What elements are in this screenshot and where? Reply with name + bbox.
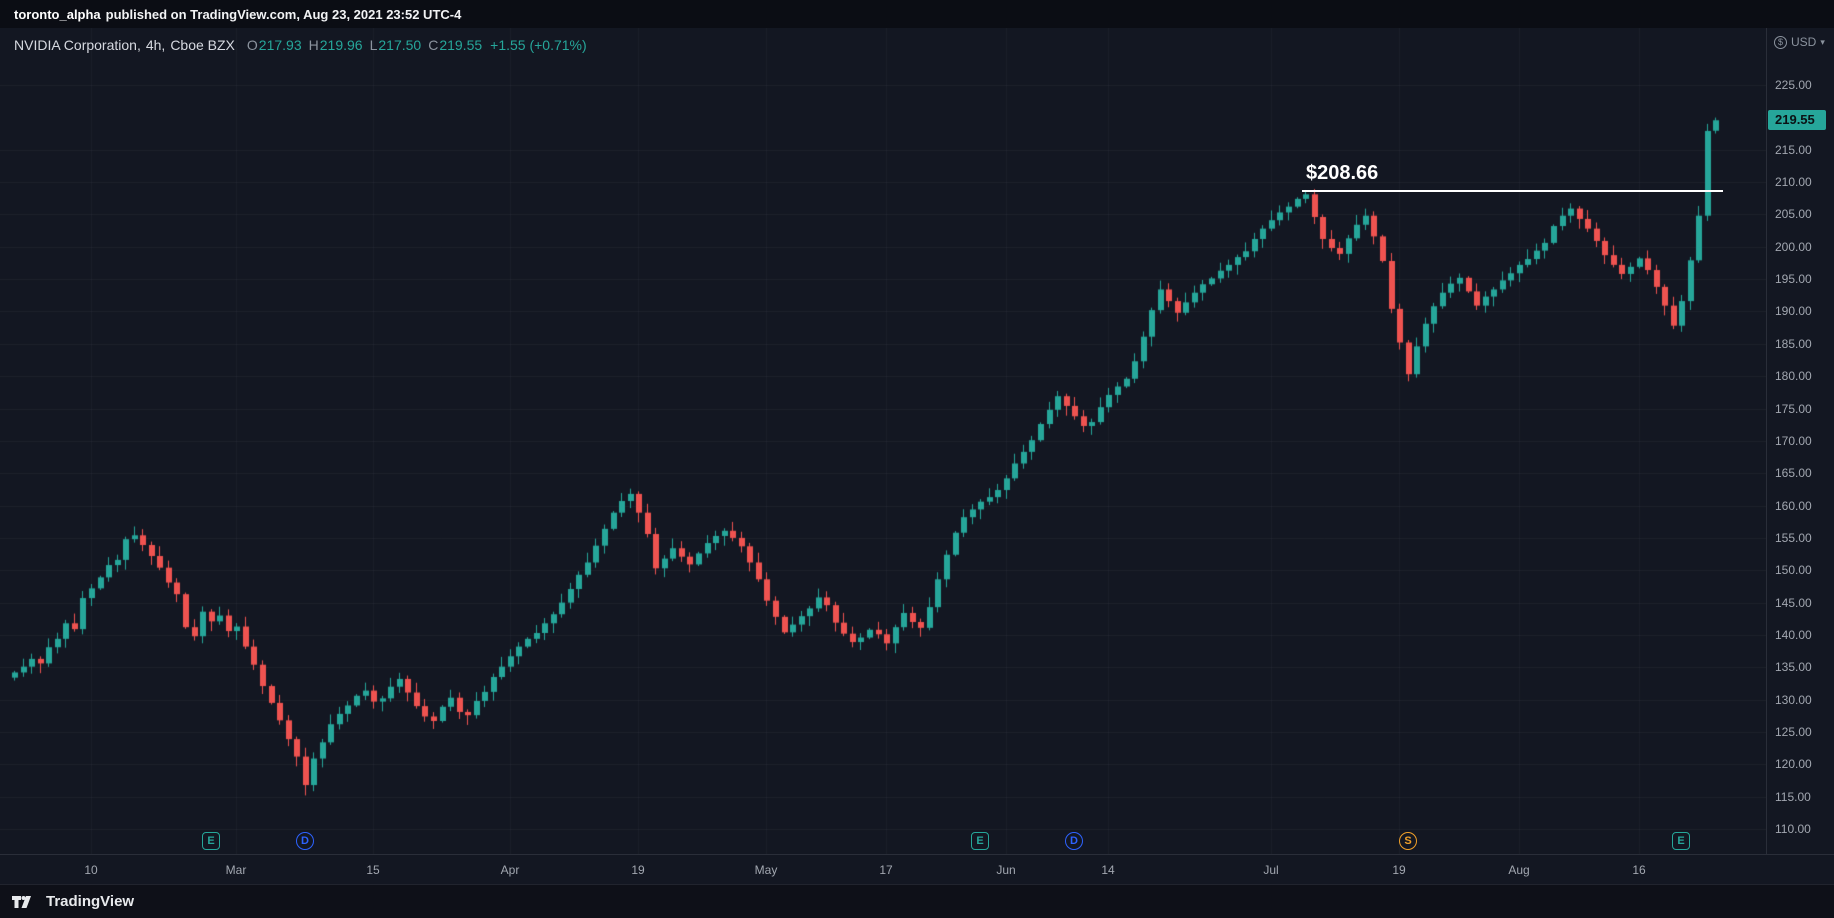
tradingview-wordmark[interactable]: TradingView (46, 893, 135, 910)
exchange-label: Cboe BZX (170, 37, 235, 53)
price-tick: 185.00 (1775, 336, 1812, 351)
tradingview-logo-icon[interactable] (12, 893, 38, 911)
price-annotation-label[interactable]: $208.66 (1306, 162, 1379, 184)
price-tick: 215.00 (1775, 142, 1812, 157)
currency-unit: $ USD ▾ (1774, 35, 1825, 49)
ohlc-value: 217.50 (378, 37, 422, 53)
price-tick: 120.00 (1775, 757, 1812, 772)
time-tick: 19 (1392, 863, 1406, 877)
price-tick: 145.00 (1775, 595, 1812, 610)
ohlc-value: 217.93 (258, 37, 302, 53)
price-tick: 155.00 (1775, 530, 1812, 545)
price-tick: 115.00 (1775, 789, 1811, 804)
horizontal-line-drawing[interactable] (1302, 190, 1723, 192)
ohlc-pair: O217.93 (247, 37, 302, 53)
ohlc-letter: O (246, 37, 258, 53)
chart-area: NVIDIA Corporation, 4h, Cboe BZX O217.93… (0, 28, 1834, 884)
time-tick: 16 (1632, 863, 1646, 877)
time-tick: 10 (84, 863, 98, 877)
ohlc-letter: C (428, 37, 439, 53)
price-tick: 140.00 (1775, 627, 1812, 642)
symbol-title: NVIDIA Corporation, (14, 37, 141, 53)
earnings-icon[interactable]: E (1672, 832, 1690, 850)
price-tick: 210.00 (1775, 175, 1812, 190)
split-icon[interactable]: S (1399, 832, 1417, 850)
price-tick: 150.00 (1775, 563, 1812, 578)
earnings-icon[interactable]: E (202, 832, 220, 850)
time-tick: Apr (500, 863, 520, 877)
dividend-icon[interactable]: D (296, 832, 314, 850)
footer-bar: TradingView (0, 884, 1834, 918)
ohlc-pair: H219.96 (309, 37, 363, 53)
price-tick: 200.00 (1775, 239, 1812, 254)
price-tick: 165.00 (1775, 466, 1812, 481)
ohlc-value: 219.55 (439, 37, 483, 53)
price-tick: 190.00 (1775, 304, 1812, 319)
price-tick: 225.00 (1775, 78, 1812, 92)
ohlc-value: 219.96 (319, 37, 363, 53)
price-tick: 130.00 (1775, 692, 1812, 707)
time-tick: Jun (996, 863, 1016, 877)
time-tick: Aug (1508, 863, 1530, 877)
candlestick-chart[interactable] (0, 28, 1766, 854)
time-tick: May (754, 863, 778, 877)
ohlc-letter: H (308, 37, 319, 53)
price-tick: 170.00 (1775, 433, 1812, 448)
price-tick: 205.00 (1775, 207, 1812, 222)
price-tick: 175.00 (1775, 401, 1812, 416)
chart-legend: NVIDIA Corporation, 4h, Cboe BZX O217.93… (14, 37, 587, 53)
price-tick: 135.00 (1775, 660, 1812, 675)
chevron-down-icon: ▾ (1820, 36, 1825, 47)
currency-icon: $ (1774, 35, 1787, 49)
ohlc-pair: L217.50 (370, 37, 422, 53)
ohlc-values: O217.93 H219.96 L217.50 C219.55 (240, 37, 482, 53)
ohlc-letter: L (369, 37, 378, 53)
price-tick: 180.00 (1775, 369, 1812, 384)
time-tick: 14 (1101, 863, 1115, 877)
currency-unit-label: USD (1791, 35, 1817, 49)
publish-info: published on TradingView.com, Aug 23, 20… (105, 6, 462, 22)
publish-bar: toronto_alpha published on TradingView.c… (0, 0, 1834, 28)
time-tick: 19 (631, 863, 645, 877)
dividend-icon[interactable]: D (1065, 832, 1083, 850)
interval-label: 4h, (145, 37, 166, 53)
time-axis[interactable]: 10 Mar 15 Apr 19 May 17 Jun 14 Jul 19 Aug 16 (0, 854, 1834, 884)
change-label: +1.55 (+0.71%) (490, 37, 587, 53)
price-tick: 160.00 (1775, 498, 1812, 513)
time-tick: Jul (1263, 863, 1279, 877)
last-price-badge: 219.55 (1768, 110, 1826, 131)
price-axis[interactable]: $ USD ▾ 219.55 225.00 215.00 210.00 205.00 2… (1766, 28, 1834, 854)
time-tick: 15 (366, 863, 380, 877)
price-tick: 195.00 (1775, 272, 1812, 287)
price-tick: 110.00 (1775, 822, 1811, 837)
publisher-username[interactable]: toronto_alpha (14, 6, 101, 22)
earnings-icon[interactable]: E (971, 832, 989, 850)
ohlc-pair: C219.55 (428, 37, 482, 53)
time-tick: Mar (225, 863, 247, 877)
price-tick: 125.00 (1775, 725, 1812, 739)
time-tick: 17 (879, 863, 893, 877)
